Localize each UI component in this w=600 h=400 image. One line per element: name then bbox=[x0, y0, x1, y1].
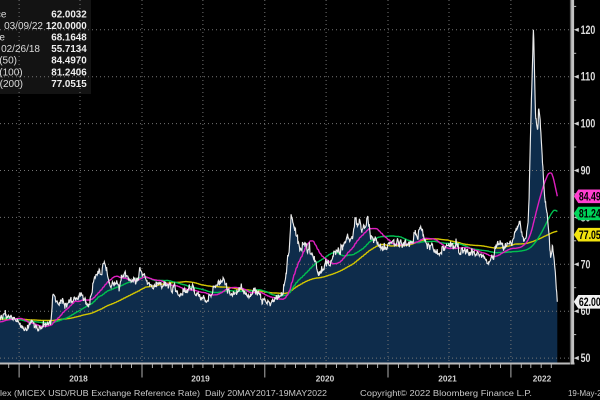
svg-text:77.0515: 77.0515 bbox=[51, 79, 87, 90]
svg-text:lex (MICEX USD/RUB Exchange Re: lex (MICEX USD/RUB Exchange Reference Ra… bbox=[0, 388, 200, 398]
svg-text:SMAVG (200): SMAVG (200) bbox=[0, 79, 23, 90]
svg-text:2020: 2020 bbox=[316, 374, 335, 384]
svg-text:Last Price: Last Price bbox=[0, 9, 7, 20]
svg-text:2019: 2019 bbox=[191, 374, 210, 384]
svg-text:84.4970: 84.4970 bbox=[51, 56, 87, 67]
svg-text:03/09/22: 03/09/22 bbox=[4, 21, 43, 32]
svg-text:120: 120 bbox=[581, 25, 596, 37]
svg-text:50: 50 bbox=[581, 353, 591, 365]
svg-text:110: 110 bbox=[581, 72, 596, 84]
svg-text:2021: 2021 bbox=[438, 374, 457, 384]
svg-text:55.7134: 55.7134 bbox=[51, 44, 87, 55]
svg-text:Copyright© 2022 Bloomberg Fina: Copyright© 2022 Bloomberg Finance L.P. bbox=[360, 388, 532, 398]
svg-text:90: 90 bbox=[581, 166, 591, 178]
svg-text:2022: 2022 bbox=[533, 374, 552, 384]
svg-text:Average: Average bbox=[0, 33, 5, 44]
svg-text:81.2406: 81.2406 bbox=[579, 209, 600, 221]
svg-text:68.1648: 68.1648 bbox=[51, 33, 87, 44]
svg-text:84.4970: 84.4970 bbox=[579, 192, 600, 204]
svg-text:100: 100 bbox=[581, 119, 596, 131]
svg-text:02/26/18: 02/26/18 bbox=[1, 44, 40, 55]
svg-text:62.0032: 62.0032 bbox=[51, 9, 87, 20]
svg-text:62.0032: 62.0032 bbox=[579, 297, 600, 309]
svg-text:19-May-20: 19-May-20 bbox=[568, 388, 600, 398]
svg-text:70: 70 bbox=[581, 259, 591, 271]
svg-text:60: 60 bbox=[581, 306, 591, 318]
svg-text:81.2406: 81.2406 bbox=[51, 67, 87, 78]
svg-text:Daily 20MAY2017-19MAY2022: Daily 20MAY2017-19MAY2022 bbox=[205, 388, 327, 398]
svg-text:SMAVG (50): SMAVG (50) bbox=[0, 56, 17, 67]
svg-text:77.0515: 77.0515 bbox=[579, 230, 600, 242]
svg-text:SMAVG (100): SMAVG (100) bbox=[0, 67, 23, 78]
svg-text:2018: 2018 bbox=[69, 374, 88, 384]
svg-text:120.0000: 120.0000 bbox=[46, 21, 87, 32]
